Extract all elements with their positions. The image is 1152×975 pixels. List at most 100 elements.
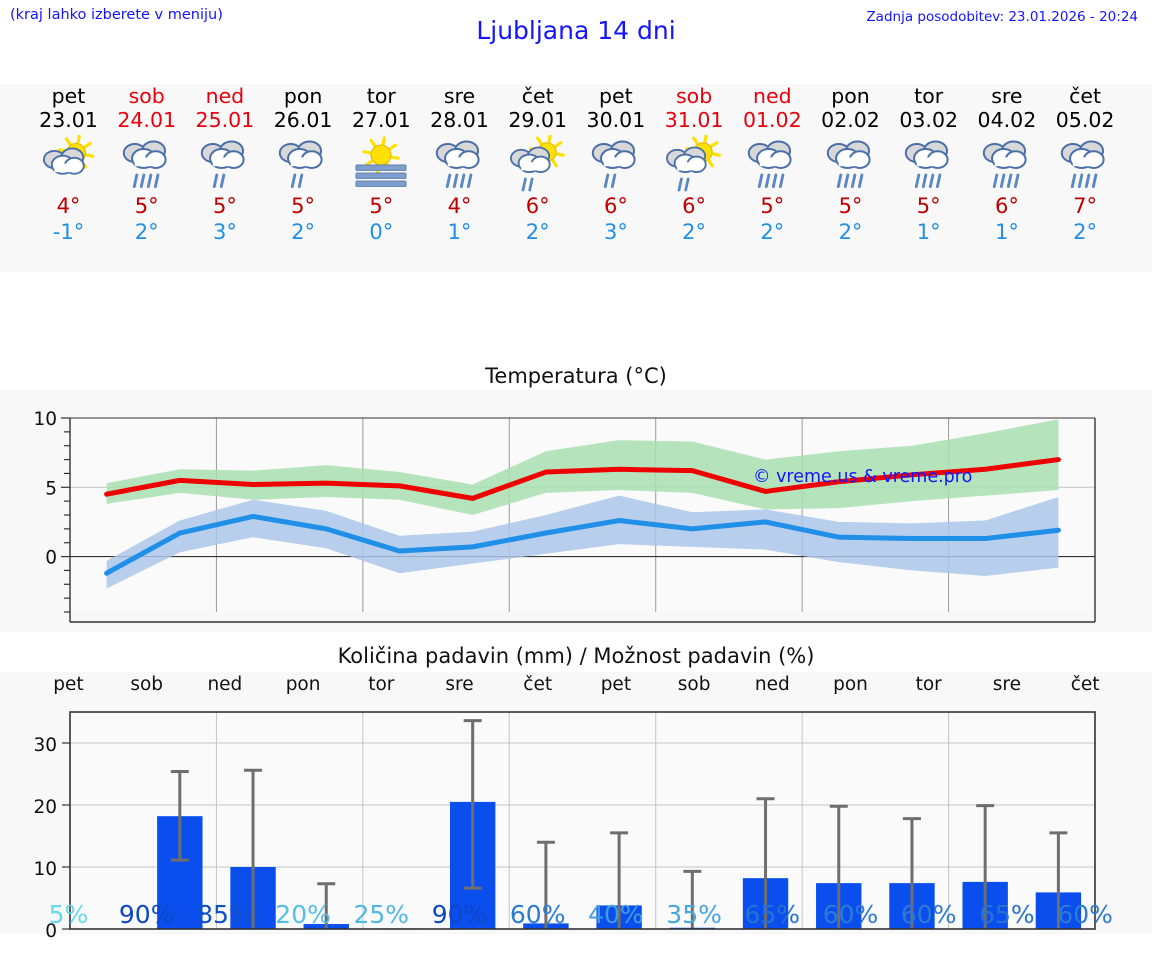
day-temp-max: 6°: [603, 194, 628, 218]
day-temp-min: 2°: [682, 220, 707, 244]
precipitation-error-bar: [976, 804, 995, 929]
day-temp-min: 2°: [134, 220, 159, 244]
temperature-plot: 0 5 10: [33, 409, 1096, 623]
day-name: ned: [205, 84, 245, 108]
day-temp-max: 5°: [838, 194, 863, 218]
day-column[interactable]: pet 23.01 4° -1°: [30, 84, 108, 245]
day-name: pon: [283, 84, 323, 108]
temperature-y-tick-label: 0: [45, 548, 57, 569]
precipitation-probability: 40%: [588, 900, 644, 929]
precipitation-probability: 90%: [118, 900, 175, 929]
day-column[interactable]: pon 26.01 5° 2°: [264, 84, 342, 245]
day-name: čet: [521, 84, 554, 108]
day-temp-max: 5°: [134, 194, 159, 218]
precipitation-day-label: čet: [523, 674, 553, 695]
temperature-y-tick-label: 5: [45, 478, 57, 499]
day-temp-max: 5°: [916, 194, 941, 218]
day-column[interactable]: ned 01.02 5° 2°: [733, 84, 811, 245]
day-name: pet: [599, 84, 633, 108]
day-column[interactable]: tor 27.01 5° 0°: [342, 84, 420, 245]
day-column[interactable]: sre 28.01 4° 1°: [421, 84, 499, 245]
precipitation-day-label: sob: [130, 674, 164, 695]
day-date: 25.01: [195, 108, 255, 132]
day-column[interactable]: pon 02.02 5° 2°: [812, 84, 890, 245]
day-column[interactable]: sob 31.01 6° 2°: [655, 84, 733, 245]
sun-cloud-icon: [30, 135, 108, 193]
precipitation-error-bar: [756, 797, 775, 929]
page-header: (kraj lahko izberete v meniju) Ljubljana…: [0, 0, 1152, 62]
precipitation-day-label: sob: [677, 674, 711, 695]
day-name: čet: [1069, 84, 1102, 108]
day-temp-max: 4°: [447, 194, 472, 218]
day-temp-max: 5°: [291, 194, 316, 218]
precipitation-error-bar: [317, 882, 336, 929]
precipitation-error-bar: [683, 869, 702, 929]
precipitation-day-label: ned: [754, 674, 790, 695]
temperature-uncertainty-band: [106, 495, 1059, 589]
precipitation-probability: 60%: [822, 900, 879, 929]
day-temp-min: 3°: [603, 220, 628, 244]
temperature-uncertainty-band: [106, 419, 1059, 515]
precipitation-y-tick-label: 10: [33, 859, 57, 880]
day-date: 05.02: [1055, 108, 1115, 132]
day-column[interactable]: čet 05.02 7° 2°: [1046, 84, 1124, 245]
day-date: 03.02: [899, 108, 959, 132]
precipitation-error-bar: [170, 770, 189, 862]
day-temp-min: 1°: [994, 220, 1019, 244]
watermark-text: © vreme.us & vreme.pro: [753, 467, 973, 487]
day-name: tor: [914, 84, 944, 108]
day-name: sob: [128, 84, 165, 108]
day-column[interactable]: ned 25.01 5° 3°: [186, 84, 264, 245]
page-title: Ljubljana 14 dni: [476, 16, 676, 45]
day-column[interactable]: tor 03.02 5° 1°: [890, 84, 968, 245]
day-column[interactable]: sre 04.02 6° 1°: [968, 84, 1046, 245]
day-temp-max: 5°: [212, 194, 237, 218]
precipitation-probability: 90%: [431, 900, 488, 929]
day-date: 28.01: [430, 108, 489, 132]
day-name: sob: [675, 84, 713, 108]
precipitation-probability: 35%: [666, 900, 722, 929]
precipitation-probability: 25%: [353, 900, 410, 929]
cloud-rain-icon: [1046, 135, 1124, 193]
day-temp-min: 2°: [525, 220, 550, 244]
precipitation-error-bar: [536, 840, 555, 929]
day-column[interactable]: sob 24.01 5° 2°: [108, 84, 186, 245]
cloud-rain-icon: [733, 135, 811, 193]
temperature-line: [104, 513, 1061, 576]
temperature-y-tick-label: 10: [33, 409, 57, 430]
precipitation-day-label: čet: [1070, 674, 1100, 695]
cloud-rain-icon: [968, 135, 1046, 193]
precipitation-day-label: pon: [285, 674, 321, 695]
precipitation-plot: 0 10 20 30: [33, 711, 1096, 940]
day-date: 04.02: [977, 108, 1037, 132]
day-temp-min: 1°: [447, 220, 472, 244]
sun-cloud-rain-icon: [499, 135, 577, 193]
precipitation-error-bar: [902, 817, 921, 929]
day-temp-max: 5°: [760, 194, 785, 218]
day-temp-min: -1°: [52, 220, 85, 244]
precipitation-day-label: sre: [992, 674, 1021, 695]
precipitation-y-tick-label: 20: [33, 797, 57, 818]
day-name: pon: [831, 84, 870, 108]
cloud-rain-light-icon: [264, 135, 342, 193]
precipitation-error-bar: [1049, 831, 1068, 929]
day-date: 02.02: [821, 108, 880, 132]
day-temp-max: 6°: [525, 194, 550, 218]
day-temp-min: 1°: [916, 220, 941, 244]
day-column[interactable]: pet 30.01 6° 3°: [577, 84, 655, 245]
sun-fog-icon: [342, 135, 420, 193]
precipitation-error-bar: [610, 831, 629, 929]
menu-hint-text: (kraj lahko izberete v meniju): [10, 7, 223, 23]
day-temp-max: 4°: [56, 194, 81, 218]
precipitation-y-tick-label: 0: [45, 921, 57, 940]
precipitation-day-label: tor: [368, 674, 395, 695]
day-name: sre: [443, 84, 476, 108]
day-date: 27.01: [351, 108, 411, 132]
cloud-rain-icon: [421, 135, 499, 193]
daily-forecast-strip: pet 23.01 4° -1° sob 24.01 5° 2° ned 25.01 5° 3° pon…: [0, 84, 1152, 272]
precipitation-y-tick-label: 30: [33, 735, 57, 756]
precipitation-error-bar: [829, 804, 848, 929]
day-temp-min: 0°: [369, 220, 394, 244]
day-column[interactable]: čet 29.01 6° 2°: [499, 84, 577, 245]
day-temp-min: 3°: [212, 220, 237, 244]
